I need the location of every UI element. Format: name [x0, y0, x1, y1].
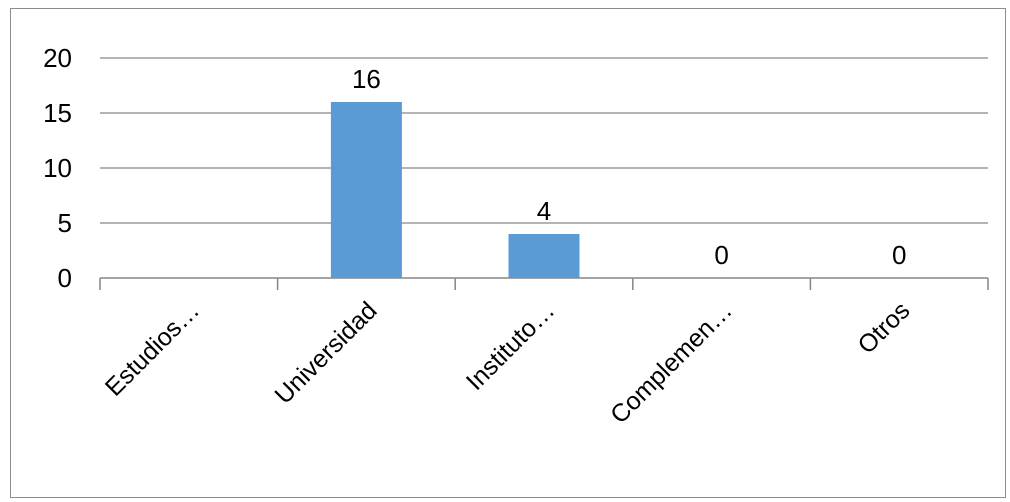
- y-tick-label-0: 0: [58, 263, 72, 293]
- x-axis-category-labels: Estudios… Universidad Instituto… Complemen……: [100, 296, 916, 429]
- y-axis-tick-labels: 0 5 10 15 20: [43, 43, 72, 293]
- data-label-3: 0: [714, 240, 728, 270]
- y-tick-label-5: 5: [58, 208, 72, 238]
- data-label-2: 4: [537, 196, 551, 226]
- data-label-1: 16: [352, 64, 381, 94]
- x-category-label-2: Instituto…: [461, 296, 560, 395]
- x-category-label-1: Universidad: [269, 296, 382, 409]
- bar-1: [330, 102, 402, 278]
- bars: [330, 102, 580, 278]
- data-labels: 16 4 0 0: [352, 64, 906, 270]
- data-label-4: 0: [892, 240, 906, 270]
- chart-frame: [10, 8, 1006, 498]
- x-category-label-0: Estudios…: [100, 296, 205, 401]
- y-tick-label-10: 10: [43, 153, 72, 183]
- x-category-label-4: Otros: [852, 296, 915, 359]
- gridlines: [100, 57, 988, 224]
- x-category-label-3: Complemen…: [605, 296, 738, 429]
- bar-2: [508, 234, 580, 278]
- axes: [99, 277, 989, 290]
- y-tick-label-15: 15: [43, 98, 72, 128]
- y-tick-label-20: 20: [43, 43, 72, 73]
